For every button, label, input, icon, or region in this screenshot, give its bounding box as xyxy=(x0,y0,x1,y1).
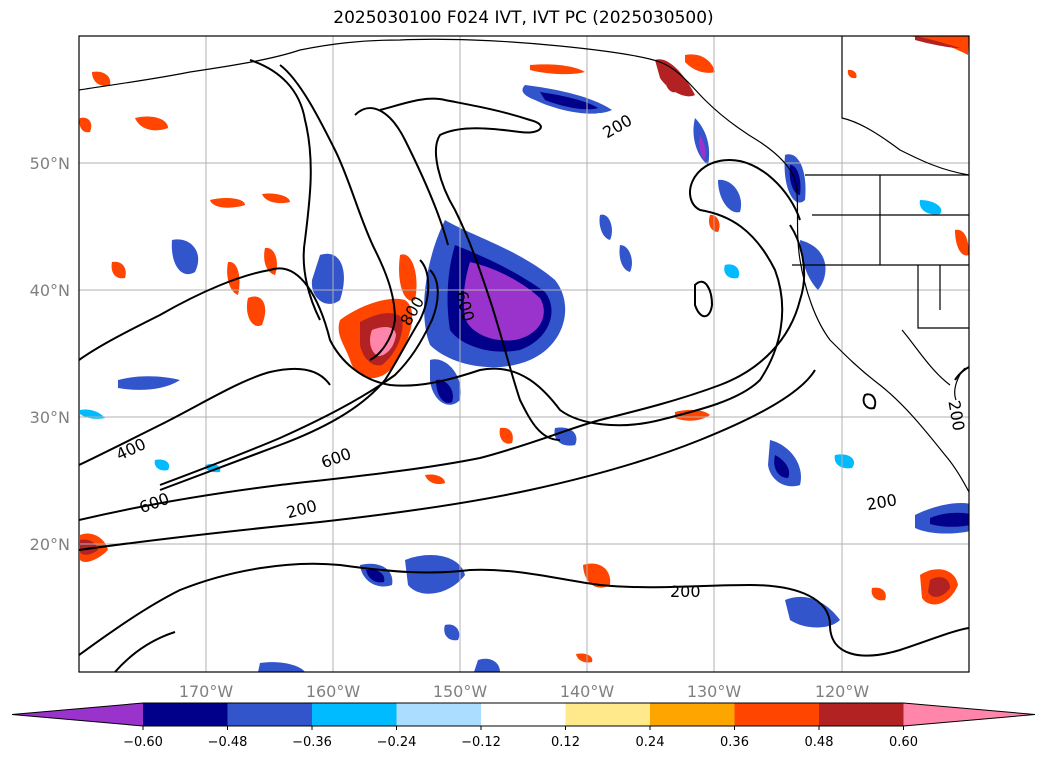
colorbar-tick-label: −0.24 xyxy=(377,735,417,750)
colorbar-segment xyxy=(565,703,651,726)
colorbar-tick-label: 0.60 xyxy=(889,735,918,750)
colorbar-segment xyxy=(650,703,735,726)
map-title: 2025030100 F024 IVT, IVT PC (2025030500) xyxy=(333,8,714,28)
lat-label: 30°N xyxy=(30,408,70,427)
colorbar-segment xyxy=(143,703,228,726)
colorbar-tick-label: −0.12 xyxy=(461,735,501,750)
colorbar-segment xyxy=(312,703,397,726)
colorbar-tick-label: −0.36 xyxy=(292,735,332,750)
colorbar-segment xyxy=(819,703,904,726)
lon-label: 160°W xyxy=(306,682,361,701)
negative-anomaly-shading xyxy=(80,85,969,672)
lon-label: 140°W xyxy=(560,682,615,701)
colorbar-extend-max xyxy=(903,703,1035,726)
latitude-labels: 50°N 40°N 30°N 20°N xyxy=(30,154,70,554)
colorbar-segment xyxy=(227,703,313,726)
lon-label: 120°W xyxy=(815,682,870,701)
lon-label: 170°W xyxy=(179,682,234,701)
colorbar-tick-label: −0.48 xyxy=(208,735,248,750)
colorbar-segment xyxy=(396,703,482,726)
lon-label: 150°W xyxy=(433,682,488,701)
colorbar-segment xyxy=(734,703,820,726)
colorbar-tick-label: 0.48 xyxy=(805,735,834,750)
coastlines xyxy=(79,36,969,493)
colorbar-tick-label: 0.24 xyxy=(636,735,665,750)
ivt-contours xyxy=(79,59,969,672)
lat-label: 20°N xyxy=(30,535,70,554)
graticule xyxy=(79,36,969,672)
colorbar: −0.60 −0.48 −0.36 −0.24 −0.12 0.12 0.24 0.36 0.4… xyxy=(11,702,1036,750)
lat-label: 40°N xyxy=(30,281,70,300)
colorbar-tick-label: −0.60 xyxy=(123,735,163,750)
colorbar-tick-label: 0.12 xyxy=(551,735,580,750)
contour-label: 200 xyxy=(670,582,701,601)
lon-label: 130°W xyxy=(687,682,742,701)
colorbar-extend-min xyxy=(12,703,143,726)
colorbar-segment xyxy=(481,703,566,726)
colorbar-tick-label: 0.36 xyxy=(720,735,749,750)
positive-anomaly-shading xyxy=(79,36,969,663)
lat-label: 50°N xyxy=(30,154,70,173)
map-area: 200 600 800 400 600 600 200 200 200 200 xyxy=(79,36,969,672)
longitude-labels: 170°W 160°W 150°W 140°W 130°W 120°W xyxy=(179,682,870,701)
map-frame xyxy=(78,35,970,673)
